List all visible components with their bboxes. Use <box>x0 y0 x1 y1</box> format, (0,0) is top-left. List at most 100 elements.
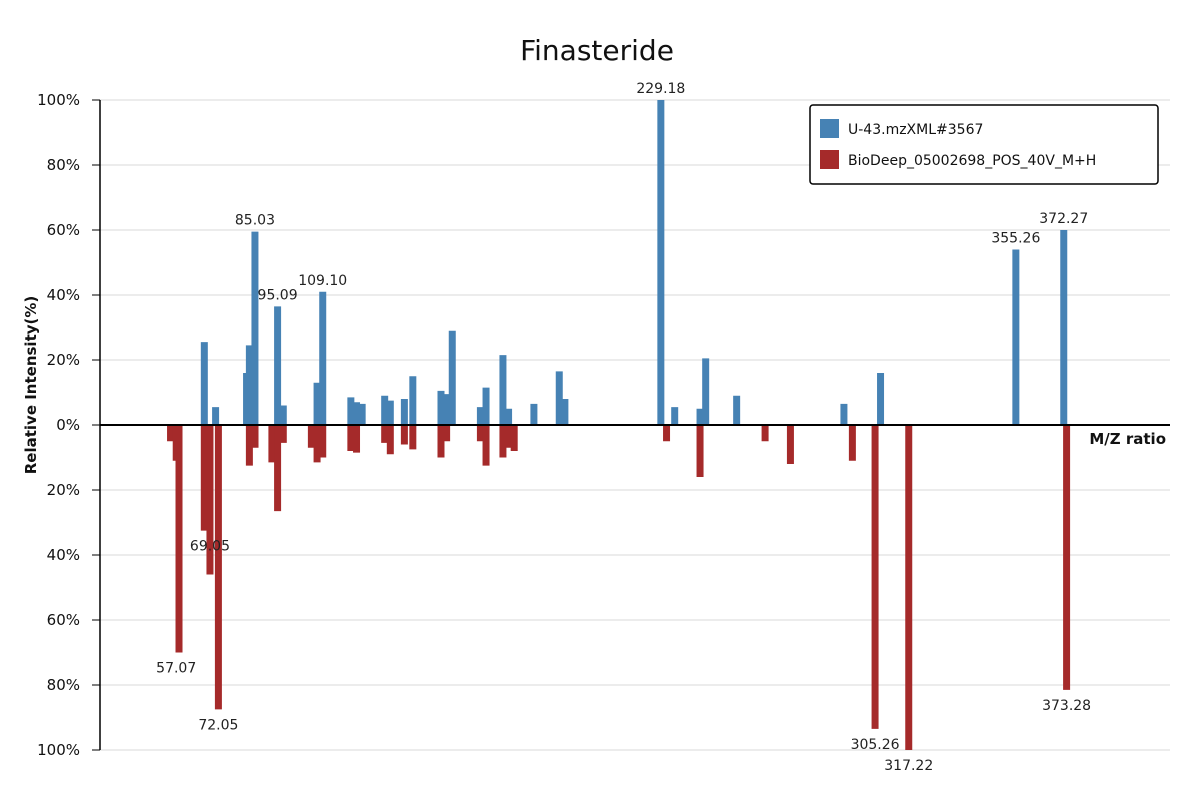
bar-series-1 <box>448 330 456 425</box>
bar-series-2 <box>386 425 394 455</box>
peak-label: 372.27 <box>1039 211 1088 227</box>
bar-series-2 <box>353 425 361 453</box>
bar-series-1 <box>251 231 259 426</box>
bar-series-2 <box>214 425 222 710</box>
peak-label: 305.26 <box>851 737 900 753</box>
bar-series-2 <box>167 425 175 442</box>
y-tick-label: 100% <box>37 741 80 759</box>
y-tick-label: 80% <box>47 676 80 694</box>
bar-series-1 <box>696 408 704 425</box>
bar-series-1 <box>400 399 408 425</box>
bar-series-2 <box>347 425 355 451</box>
bar-series-2 <box>505 425 513 448</box>
bar-series-2 <box>482 425 490 466</box>
bar-series-2 <box>443 425 451 442</box>
y-tick-label: 80% <box>47 156 80 174</box>
y-tick-label: 0% <box>56 416 80 434</box>
bar-series-1 <box>353 402 361 425</box>
bar-series-1 <box>313 382 321 425</box>
peak-label: 85.03 <box>235 213 275 229</box>
bar-series-2 <box>381 425 389 443</box>
bar-series-2 <box>761 425 769 442</box>
bar-series-2 <box>663 425 671 442</box>
bar-series-1 <box>1060 230 1068 425</box>
bar-series-1 <box>561 399 569 425</box>
y-ticks: 100% 80% 60% 40% 20% 0% 20% 40% 60% 80% 100% <box>37 91 100 759</box>
bar-series-2 <box>245 425 253 466</box>
bar-series-1 <box>476 407 484 426</box>
bar-series-1 <box>386 400 394 426</box>
bar-series-1 <box>212 407 220 426</box>
bar-series-1 <box>840 403 848 426</box>
legend: U-43.mzXML#3567 BioDeep_05002698_POS_40V… <box>809 104 1159 185</box>
bar-series-1 <box>319 291 327 425</box>
bar-series-1 <box>381 395 389 425</box>
bar-series-2 <box>279 425 287 443</box>
peak-label: 229.18 <box>636 81 685 97</box>
y-axis-title: Relative Intensity(%) <box>22 296 40 475</box>
y-tick-label: 60% <box>47 221 80 239</box>
bar-series-2 <box>696 425 704 477</box>
bar-series-2 <box>200 425 208 531</box>
peak-label: 69.05 <box>190 539 230 555</box>
bar-series-1 <box>1012 249 1020 425</box>
bar-series-1 <box>671 407 679 426</box>
bar-series-2 <box>905 425 913 750</box>
peak-label: 373.28 <box>1042 698 1091 714</box>
axes <box>99 100 1170 750</box>
y-tick-label: 100% <box>37 91 80 109</box>
bar-series-1 <box>245 345 253 426</box>
bar-series-2 <box>476 425 484 442</box>
x-axis-title: M/Z ratio <box>1089 430 1166 448</box>
chart-title: Finasteride <box>520 34 674 67</box>
bar-series-1 <box>274 306 282 426</box>
bar-series-2 <box>307 425 315 448</box>
bar-series-1 <box>702 358 710 426</box>
peak-label: 317.22 <box>884 758 933 774</box>
bar-series-2 <box>268 425 276 463</box>
legend-box <box>809 104 1159 185</box>
bars <box>167 100 1071 750</box>
bar-series-1 <box>657 100 665 425</box>
bar-series-2 <box>400 425 408 445</box>
bar-series-2 <box>409 425 417 450</box>
bar-series-1 <box>555 371 563 426</box>
bar-series-1 <box>358 403 366 426</box>
bar-series-1 <box>877 373 885 425</box>
y-tick-label: 60% <box>47 611 80 629</box>
bar-series-2 <box>251 425 259 448</box>
peak-label: 355.26 <box>991 231 1040 247</box>
y-tick-label: 20% <box>47 481 80 499</box>
y-tick-label: 40% <box>47 286 80 304</box>
legend-swatch-series-2 <box>820 150 839 169</box>
bar-series-1 <box>279 405 287 425</box>
legend-swatch-series-1 <box>820 119 839 138</box>
bar-series-1 <box>200 342 208 426</box>
peak-label: 95.09 <box>258 287 298 303</box>
bar-series-1 <box>482 387 490 426</box>
bar-series-1 <box>499 355 507 426</box>
bar-series-1 <box>530 403 538 426</box>
peak-label: 72.05 <box>198 717 238 733</box>
bar-series-2 <box>1063 425 1071 690</box>
y-tick-label: 20% <box>47 351 80 369</box>
y-tick-label: 40% <box>47 546 80 564</box>
bar-series-1 <box>505 408 513 425</box>
bar-series-2 <box>499 425 507 458</box>
legend-label-series-2: BioDeep_05002698_POS_40V_M+H <box>848 153 1096 169</box>
bar-series-2 <box>510 425 518 451</box>
bar-series-2 <box>786 425 794 464</box>
peak-label: 57.07 <box>156 661 196 677</box>
bar-series-2 <box>848 425 856 461</box>
bar-series-2 <box>437 425 445 458</box>
legend-label-series-1: U-43.mzXML#3567 <box>848 122 983 138</box>
bar-series-2 <box>319 425 327 458</box>
bar-series-2 <box>274 425 282 512</box>
bar-series-2 <box>871 425 879 729</box>
bar-series-2 <box>313 425 321 463</box>
bar-series-1 <box>437 390 445 426</box>
bar-series-1 <box>409 376 417 425</box>
bar-series-2 <box>206 425 214 575</box>
bar-series-2 <box>175 425 183 653</box>
